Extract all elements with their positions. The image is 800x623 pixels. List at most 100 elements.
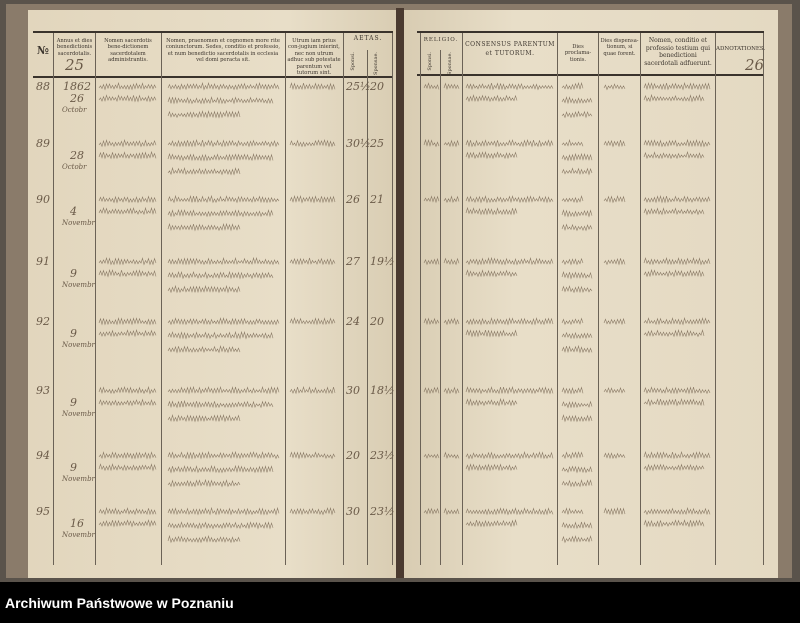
handwriting-line <box>289 194 336 204</box>
handwriting-line <box>98 268 157 278</box>
handwriting-line <box>643 328 705 338</box>
column-rule <box>161 33 162 565</box>
handwriting-line <box>289 506 336 516</box>
handwriting-line <box>603 257 626 266</box>
handwriting-line <box>167 270 274 280</box>
entry-day: 26 <box>70 92 84 105</box>
handwriting-line <box>98 463 157 472</box>
handwriting-line <box>561 465 593 474</box>
entry-month: Novembr <box>62 219 95 227</box>
handwriting-line <box>465 463 518 472</box>
handwriting-line <box>98 206 157 216</box>
column-rule <box>462 33 463 565</box>
handwriting-line <box>561 223 593 232</box>
entry-day: 28 <box>70 149 84 162</box>
header-aetas: AETAS. <box>353 35 383 42</box>
handwriting-line <box>643 268 705 278</box>
handwriting-line <box>561 152 593 162</box>
archive-label: Archiwum Państwowe w Poznaniu <box>5 595 234 611</box>
entry-month: Octobr <box>62 106 87 114</box>
column-rule <box>420 33 421 565</box>
handwriting-line <box>643 507 711 516</box>
handwriting-line <box>603 83 626 91</box>
age-sponsi: 20 <box>346 449 360 462</box>
entry-number: 90 <box>36 193 50 206</box>
handwriting-line <box>167 153 274 162</box>
handwriting-line <box>603 195 626 204</box>
handwriting-line <box>289 451 336 460</box>
handwriting-line <box>561 96 593 105</box>
handwriting-line <box>167 284 241 294</box>
table-top-rule <box>417 31 764 33</box>
column-rule <box>715 33 716 565</box>
entry-month: Novembr <box>62 475 95 483</box>
entry-month: Novembr <box>62 341 95 349</box>
age-sponsi: 30 <box>346 384 360 397</box>
handwriting-line <box>465 138 554 148</box>
column-rule <box>598 33 599 565</box>
handwriting-line <box>98 398 157 407</box>
handwriting-line <box>167 478 241 488</box>
handwriting-line <box>465 397 518 407</box>
handwriting-line <box>423 507 440 515</box>
entry-number: 95 <box>36 505 50 518</box>
age-sponsi: 24 <box>346 315 360 328</box>
handwriting-line <box>465 256 554 266</box>
handwriting-line <box>643 386 711 395</box>
handwriting-line <box>603 507 626 516</box>
age-sponsi: 26 <box>346 193 360 206</box>
handwriting-line <box>98 506 157 516</box>
handwriting-line <box>561 209 593 218</box>
header-bottom-rule <box>33 76 393 78</box>
entry-number: 92 <box>36 315 50 328</box>
handwriting-line <box>465 206 518 216</box>
handwriting-line <box>643 194 711 204</box>
handwriting-line <box>561 521 593 530</box>
handwriting-line <box>167 413 241 423</box>
entry-month: Novembr <box>62 410 95 418</box>
header-adnotationes: ADNOTATIONES. <box>716 46 766 52</box>
handwriting-line <box>98 317 157 326</box>
header-utrum: Utrum iam prius con-jugium inierint, nec… <box>287 38 341 77</box>
handwriting-line <box>465 151 518 160</box>
handwriting-line <box>603 317 626 326</box>
page-number-left: 25 <box>65 56 85 74</box>
age-sponsi: 27 <box>346 255 360 268</box>
column-rule <box>640 33 641 565</box>
column-rule <box>440 50 441 565</box>
handwriting-line <box>561 167 593 176</box>
handwriting-line <box>443 507 460 516</box>
handwriting-line <box>561 507 584 515</box>
handwriting-line <box>167 385 280 395</box>
age-sponsae: 23½ <box>370 505 395 518</box>
handwriting-line <box>561 400 593 409</box>
handwriting-line <box>167 96 274 105</box>
handwriting-line <box>443 257 460 266</box>
handwriting-line <box>167 138 280 148</box>
handwriting-line <box>643 450 711 460</box>
table-top-rule <box>33 31 393 33</box>
handwriting-line <box>98 82 157 91</box>
handwriting-line <box>561 344 593 354</box>
handwriting-line <box>603 452 626 460</box>
column-rule <box>367 50 368 565</box>
handwriting-line <box>643 138 711 148</box>
handwriting-line <box>98 385 157 395</box>
handwriting-line <box>443 317 460 326</box>
age-sponsae: 20 <box>370 80 384 93</box>
handwriting-line <box>643 397 705 407</box>
handwriting-line <box>603 387 626 394</box>
column-rule <box>343 33 344 565</box>
header-testes: Nomen, conditio et professio testium qui… <box>644 37 712 67</box>
handwriting-line <box>561 451 584 460</box>
handwriting-line <box>167 317 280 326</box>
handwriting-line <box>643 150 705 160</box>
handwriting-line <box>643 81 711 91</box>
handwriting-line <box>98 451 157 460</box>
handwriting-line <box>561 138 584 147</box>
column-rule <box>285 33 286 565</box>
entry-day: 9 <box>70 461 77 474</box>
handwriting-line <box>643 207 705 216</box>
handwriting-line <box>465 94 518 103</box>
